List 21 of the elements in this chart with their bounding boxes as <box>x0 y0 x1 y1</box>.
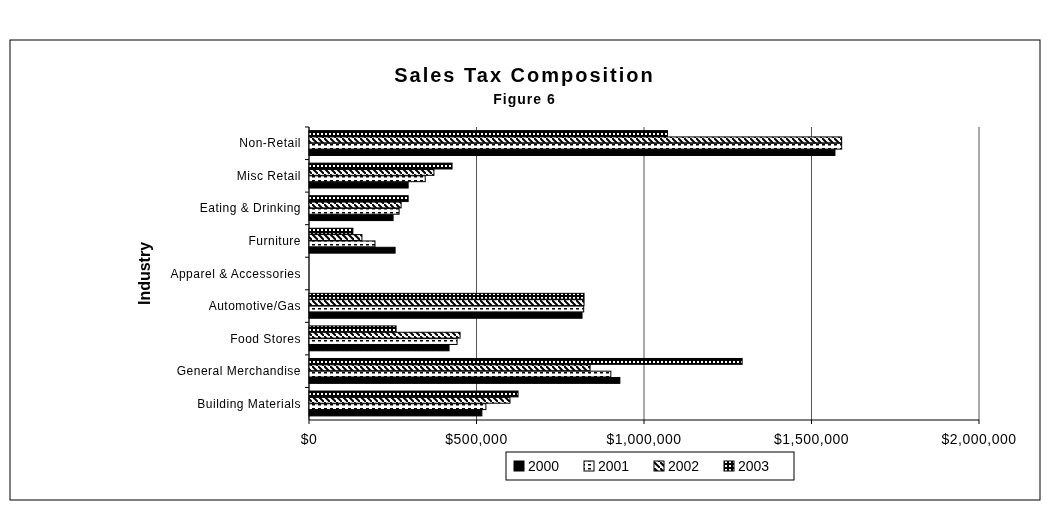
x-tick-label: $2,000,000 <box>941 431 1017 447</box>
legend-label: 2001 <box>598 458 630 474</box>
y-tick-label: Building Materials <box>197 396 301 411</box>
legend-label: 2000 <box>528 458 560 474</box>
chart-title: Sales Tax Composition <box>394 64 655 86</box>
x-tick-label: $500,000 <box>445 431 508 447</box>
y-tick-label: Furniture <box>248 233 301 248</box>
y-tick-label: Non-Retail <box>239 136 301 151</box>
legend-label: 2003 <box>738 458 770 474</box>
x-tick-label: $0 <box>300 431 318 447</box>
y-tick-label: Misc Retail <box>236 168 301 183</box>
y-tick-label: Automotive/Gas <box>208 299 301 314</box>
y-tick-label: Apparel & Accessories <box>170 266 301 281</box>
x-tick-label: $1,500,000 <box>773 431 850 447</box>
legend-label: 2002 <box>668 458 700 474</box>
y-tick-label: Food Stores <box>230 331 301 346</box>
chart-subtitle: Figure 6 <box>493 91 556 107</box>
y-tick-label: General Merchandise <box>176 364 301 379</box>
y-axis-title: Industry <box>136 241 153 306</box>
x-tick-label: $1,000,000 <box>606 431 682 447</box>
y-tick-label: Eating & Drinking <box>199 201 301 216</box>
